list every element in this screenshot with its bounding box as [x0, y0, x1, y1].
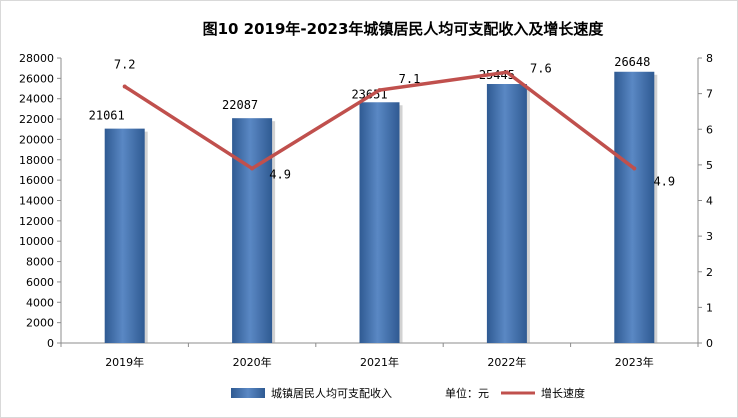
y-left-tick-label: 12000	[19, 215, 54, 228]
y-right-tick-label: 8	[706, 52, 713, 65]
bar	[486, 84, 527, 343]
bar	[614, 71, 655, 344]
y-left-tick-label: 20000	[19, 133, 54, 146]
y-left-tick-label: 28000	[19, 52, 54, 65]
bar-value-label: 22087	[222, 98, 258, 112]
x-tick-label: 2023年	[615, 355, 654, 369]
chart-title: 图10 2019年-2023年城镇居民人均可支配收入及增长速度	[203, 20, 605, 38]
line-value-label: 4.9	[269, 167, 291, 181]
growth-point	[122, 84, 127, 89]
y-left-tick-label: 22000	[19, 113, 54, 126]
y-right-tick-label: 4	[706, 195, 713, 208]
y-left-tick-label: 4000	[26, 296, 54, 309]
y-right-tick-label: 1	[706, 301, 713, 314]
x-tick-label: 2019年	[105, 355, 144, 369]
y-left-tick-label: 26000	[19, 72, 54, 85]
bar	[104, 128, 145, 343]
y-left-tick-label: 8000	[26, 256, 54, 269]
y-left-tick-label: 24000	[19, 93, 54, 106]
line-value-label: 4.9	[653, 174, 675, 188]
legend-unit-note: 单位：元	[445, 386, 489, 400]
y-left-tick-label: 16000	[19, 174, 54, 187]
bar	[232, 118, 273, 344]
y-left-tick-label: 6000	[26, 276, 54, 289]
y-left-tick-label: 18000	[19, 154, 54, 167]
y-right-tick-label: 3	[706, 230, 713, 243]
growth-point	[377, 88, 382, 93]
plot-area: 0200040006000800010000120001400016000180…	[19, 52, 713, 369]
x-tick-label: 2022年	[487, 355, 526, 369]
y-left-tick-label: 10000	[19, 235, 54, 248]
line-value-label: 7.6	[530, 61, 552, 75]
y-right-tick-label: 0	[706, 337, 713, 350]
growth-point	[632, 166, 637, 171]
line-value-label: 7.2	[114, 58, 136, 72]
legend-label-income: 城镇居民人均可支配收入	[271, 386, 392, 400]
legend-label-growth: 增长速度	[541, 386, 585, 400]
x-tick-label: 2020年	[233, 355, 272, 369]
y-left-tick-label: 14000	[19, 195, 54, 208]
y-left-tick-label: 0	[47, 337, 54, 350]
growth-point	[250, 166, 255, 171]
line-value-label: 7.1	[399, 72, 421, 86]
growth-point	[504, 70, 509, 75]
legend-swatch-income	[231, 388, 265, 398]
y-right-tick-label: 6	[706, 123, 713, 136]
bar	[359, 102, 400, 344]
y-right-tick-label: 5	[706, 159, 713, 172]
y-right-tick-label: 2	[706, 266, 713, 279]
x-tick-label: 2021年	[360, 355, 399, 369]
bar-value-label: 26648	[614, 55, 650, 69]
y-left-tick-label: 2000	[26, 317, 54, 330]
legend: 城镇居民人均可支配收入 单位：元 增长速度	[231, 386, 585, 400]
bar-value-label: 21061	[89, 109, 125, 123]
y-right-tick-label: 7	[706, 88, 713, 101]
